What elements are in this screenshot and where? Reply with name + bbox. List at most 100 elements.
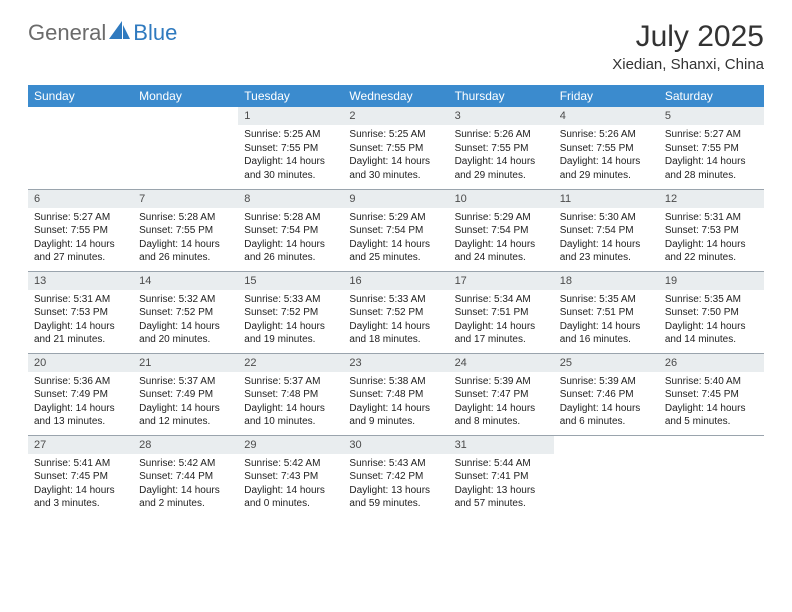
calendar-cell: ..: [659, 435, 764, 517]
day-details: Sunrise: 5:36 AMSunset: 7:49 PMDaylight:…: [28, 372, 133, 435]
day-number: 22: [238, 354, 343, 372]
sunset-line: Sunset: 7:49 PM: [139, 388, 232, 402]
sunrise-line: Sunrise: 5:35 AM: [665, 293, 758, 307]
daylight-line: Daylight: 14 hours and 5 minutes.: [665, 402, 758, 429]
logo: General Blue: [28, 20, 177, 46]
sunset-line: Sunset: 7:47 PM: [455, 388, 548, 402]
sunrise-line: Sunrise: 5:26 AM: [560, 128, 653, 142]
day-number: 14: [133, 272, 238, 290]
day-number: 31: [449, 436, 554, 454]
sunrise-line: Sunrise: 5:27 AM: [34, 211, 127, 225]
daylight-line: Daylight: 14 hours and 12 minutes.: [139, 402, 232, 429]
day-number: 9: [343, 190, 448, 208]
calendar-cell: 14Sunrise: 5:32 AMSunset: 7:52 PMDayligh…: [133, 271, 238, 353]
day-number: 4: [554, 107, 659, 125]
sunset-line: Sunset: 7:45 PM: [665, 388, 758, 402]
day-details: Sunrise: 5:28 AMSunset: 7:55 PMDaylight:…: [133, 208, 238, 271]
sunset-line: Sunset: 7:54 PM: [560, 224, 653, 238]
sunrise-line: Sunrise: 5:41 AM: [34, 457, 127, 471]
day-details: Sunrise: 5:40 AMSunset: 7:45 PMDaylight:…: [659, 372, 764, 435]
sunrise-line: Sunrise: 5:35 AM: [560, 293, 653, 307]
day-number: 12: [659, 190, 764, 208]
daylight-line: Daylight: 14 hours and 17 minutes.: [455, 320, 548, 347]
sunset-line: Sunset: 7:55 PM: [349, 142, 442, 156]
calendar-cell: 2Sunrise: 5:25 AMSunset: 7:55 PMDaylight…: [343, 107, 448, 189]
calendar-week-row: ....1Sunrise: 5:25 AMSunset: 7:55 PMDayl…: [28, 107, 764, 189]
day-number: 30: [343, 436, 448, 454]
daylight-line: Daylight: 14 hours and 20 minutes.: [139, 320, 232, 347]
sunrise-line: Sunrise: 5:39 AM: [455, 375, 548, 389]
daylight-line: Daylight: 14 hours and 24 minutes.: [455, 238, 548, 265]
sunrise-line: Sunrise: 5:28 AM: [244, 211, 337, 225]
day-details: Sunrise: 5:27 AMSunset: 7:55 PMDaylight:…: [28, 208, 133, 271]
day-details: Sunrise: 5:42 AMSunset: 7:44 PMDaylight:…: [133, 454, 238, 517]
day-details: Sunrise: 5:34 AMSunset: 7:51 PMDaylight:…: [449, 290, 554, 353]
sunset-line: Sunset: 7:45 PM: [34, 470, 127, 484]
daylight-line: Daylight: 14 hours and 2 minutes.: [139, 484, 232, 511]
day-number: 17: [449, 272, 554, 290]
sunrise-line: Sunrise: 5:29 AM: [349, 211, 442, 225]
day-details: Sunrise: 5:26 AMSunset: 7:55 PMDaylight:…: [554, 125, 659, 188]
day-number: 19: [659, 272, 764, 290]
sunset-line: Sunset: 7:55 PM: [455, 142, 548, 156]
day-number: 24: [449, 354, 554, 372]
sunset-line: Sunset: 7:44 PM: [139, 470, 232, 484]
calendar-cell: 15Sunrise: 5:33 AMSunset: 7:52 PMDayligh…: [238, 271, 343, 353]
calendar-cell: 10Sunrise: 5:29 AMSunset: 7:54 PMDayligh…: [449, 189, 554, 271]
day-details: Sunrise: 5:28 AMSunset: 7:54 PMDaylight:…: [238, 208, 343, 271]
daylight-line: Daylight: 13 hours and 57 minutes.: [455, 484, 548, 511]
day-number: 3: [449, 107, 554, 125]
sunset-line: Sunset: 7:55 PM: [560, 142, 653, 156]
daylight-line: Daylight: 14 hours and 10 minutes.: [244, 402, 337, 429]
weekday-header: Thursday: [449, 85, 554, 107]
daylight-line: Daylight: 14 hours and 13 minutes.: [34, 402, 127, 429]
sunset-line: Sunset: 7:54 PM: [455, 224, 548, 238]
calendar-cell: 30Sunrise: 5:43 AMSunset: 7:42 PMDayligh…: [343, 435, 448, 517]
daylight-line: Daylight: 14 hours and 8 minutes.: [455, 402, 548, 429]
sunset-line: Sunset: 7:51 PM: [455, 306, 548, 320]
sunrise-line: Sunrise: 5:37 AM: [139, 375, 232, 389]
weekday-header: Sunday: [28, 85, 133, 107]
day-details: Sunrise: 5:26 AMSunset: 7:55 PMDaylight:…: [449, 125, 554, 188]
sunset-line: Sunset: 7:53 PM: [665, 224, 758, 238]
sunrise-line: Sunrise: 5:44 AM: [455, 457, 548, 471]
logo-text-blue: Blue: [133, 20, 177, 46]
sunrise-line: Sunrise: 5:42 AM: [139, 457, 232, 471]
daylight-line: Daylight: 13 hours and 59 minutes.: [349, 484, 442, 511]
day-number: 15: [238, 272, 343, 290]
sunrise-line: Sunrise: 5:30 AM: [560, 211, 653, 225]
sunrise-line: Sunrise: 5:43 AM: [349, 457, 442, 471]
sunrise-line: Sunrise: 5:28 AM: [139, 211, 232, 225]
sunset-line: Sunset: 7:48 PM: [244, 388, 337, 402]
day-details: Sunrise: 5:44 AMSunset: 7:41 PMDaylight:…: [449, 454, 554, 517]
daylight-line: Daylight: 14 hours and 30 minutes.: [244, 155, 337, 182]
day-number: 5: [659, 107, 764, 125]
calendar-cell: 12Sunrise: 5:31 AMSunset: 7:53 PMDayligh…: [659, 189, 764, 271]
sunrise-line: Sunrise: 5:26 AM: [455, 128, 548, 142]
weekday-header: Monday: [133, 85, 238, 107]
day-details: Sunrise: 5:35 AMSunset: 7:50 PMDaylight:…: [659, 290, 764, 353]
day-number: 16: [343, 272, 448, 290]
day-details: Sunrise: 5:29 AMSunset: 7:54 PMDaylight:…: [449, 208, 554, 271]
day-number: 11: [554, 190, 659, 208]
calendar-cell: 1Sunrise: 5:25 AMSunset: 7:55 PMDaylight…: [238, 107, 343, 189]
sunset-line: Sunset: 7:55 PM: [139, 224, 232, 238]
calendar-cell: 7Sunrise: 5:28 AMSunset: 7:55 PMDaylight…: [133, 189, 238, 271]
calendar-cell: 20Sunrise: 5:36 AMSunset: 7:49 PMDayligh…: [28, 353, 133, 435]
sunset-line: Sunset: 7:53 PM: [34, 306, 127, 320]
day-details: Sunrise: 5:33 AMSunset: 7:52 PMDaylight:…: [343, 290, 448, 353]
weekday-header: Friday: [554, 85, 659, 107]
day-details: Sunrise: 5:31 AMSunset: 7:53 PMDaylight:…: [659, 208, 764, 271]
daylight-line: Daylight: 14 hours and 3 minutes.: [34, 484, 127, 511]
calendar-cell: 19Sunrise: 5:35 AMSunset: 7:50 PMDayligh…: [659, 271, 764, 353]
sunrise-line: Sunrise: 5:40 AM: [665, 375, 758, 389]
sunset-line: Sunset: 7:51 PM: [560, 306, 653, 320]
calendar-cell: 29Sunrise: 5:42 AMSunset: 7:43 PMDayligh…: [238, 435, 343, 517]
calendar-table: Sunday Monday Tuesday Wednesday Thursday…: [28, 85, 764, 517]
day-number: 1: [238, 107, 343, 125]
sunrise-line: Sunrise: 5:37 AM: [244, 375, 337, 389]
weekday-header: Saturday: [659, 85, 764, 107]
sunrise-line: Sunrise: 5:34 AM: [455, 293, 548, 307]
sunset-line: Sunset: 7:49 PM: [34, 388, 127, 402]
daylight-line: Daylight: 14 hours and 16 minutes.: [560, 320, 653, 347]
